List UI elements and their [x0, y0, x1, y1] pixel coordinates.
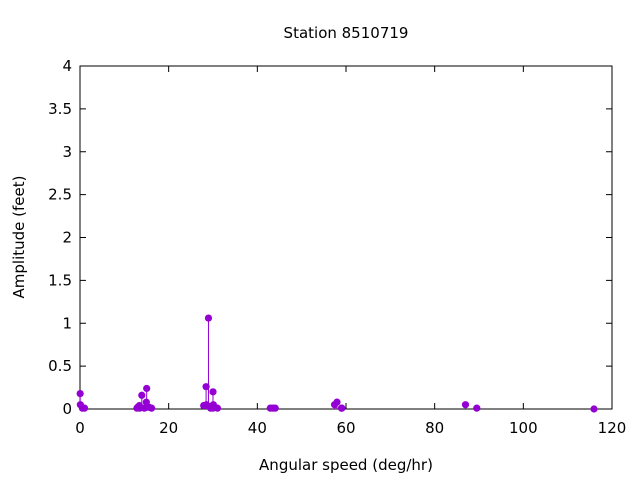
- y-axis-label: Amplitude (feet): [10, 176, 28, 299]
- data-point: [338, 404, 346, 412]
- x-tick-label: 60: [336, 419, 355, 437]
- data-point: [80, 404, 89, 412]
- data-point: [204, 314, 213, 322]
- y-tick-label: 0.5: [48, 357, 72, 375]
- data-point: [209, 388, 217, 396]
- y-tick-label: 4: [62, 57, 72, 75]
- y-tick-label: 2.5: [48, 186, 72, 204]
- x-tick-label: 20: [159, 419, 178, 437]
- y-tick-label: 2: [62, 229, 72, 247]
- data-point: [143, 384, 151, 393]
- y-tick-label: 3: [62, 143, 72, 161]
- x-tick-label: 40: [248, 419, 267, 437]
- data-point: [461, 401, 470, 409]
- x-tick-label: 0: [75, 419, 85, 437]
- data-point: [271, 404, 279, 412]
- data-point: [138, 391, 146, 399]
- data-point: [147, 404, 156, 412]
- data-point: [202, 383, 210, 391]
- chart-title: Station 8510719: [284, 24, 409, 42]
- x-tick-label: 100: [509, 419, 538, 437]
- data-point: [590, 405, 598, 413]
- y-tick-label: 0: [62, 400, 72, 418]
- y-tick-label: 1.5: [48, 271, 72, 289]
- data-point: [213, 404, 222, 412]
- x-tick-label: 80: [425, 419, 444, 437]
- data-point: [333, 398, 341, 406]
- x-tick-label: 120: [598, 419, 627, 437]
- data-point: [473, 404, 481, 412]
- y-tick-label: 1: [62, 314, 72, 332]
- x-axis-label: Angular speed (deg/hr): [259, 456, 433, 474]
- data-point: [76, 389, 84, 398]
- y-tick-label: 3.5: [48, 100, 72, 118]
- plot-frame: [79, 65, 613, 410]
